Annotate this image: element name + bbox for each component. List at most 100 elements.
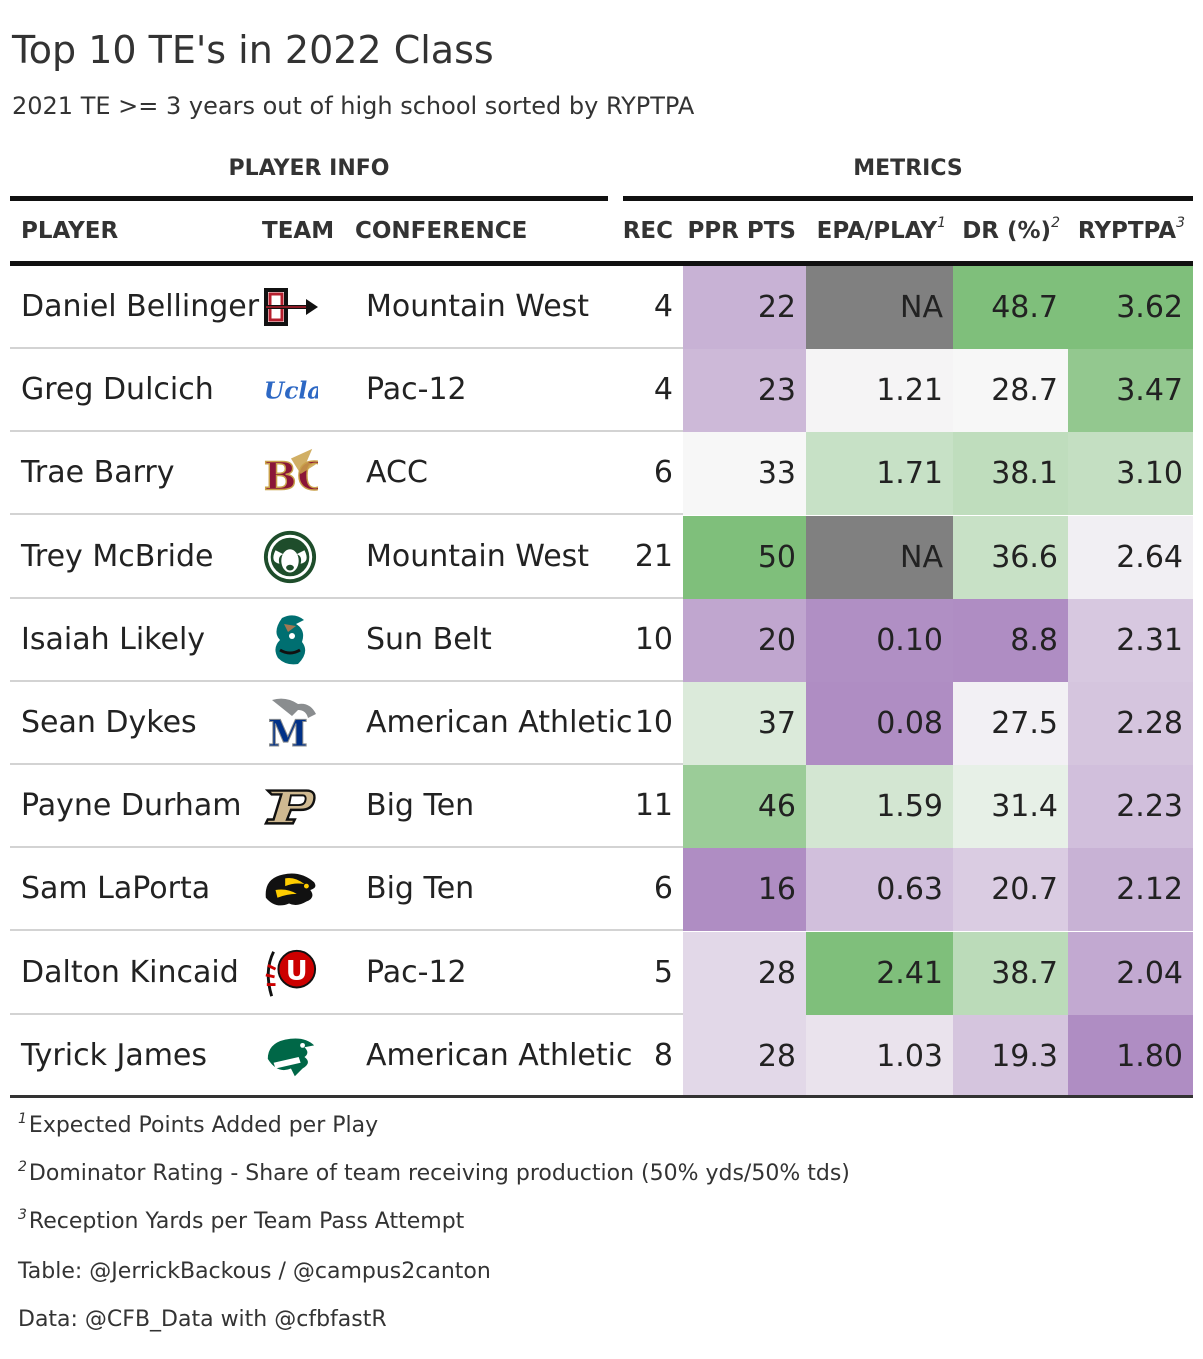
spanner-metrics: METRICS bbox=[853, 156, 963, 181]
san-diego-state-logo-icon bbox=[262, 280, 318, 334]
table-subtitle: 2021 TE >= 3 years out of high school so… bbox=[12, 92, 695, 120]
colorado-state-logo-icon bbox=[262, 530, 318, 584]
col-header-conference: CONFERENCE bbox=[355, 218, 528, 244]
cell-epa: 0.10 bbox=[806, 598, 953, 682]
cell-ppr: 37 bbox=[683, 682, 806, 765]
cell-dr: 27.5 bbox=[953, 682, 1068, 765]
cell-conference: Pac-12 bbox=[366, 954, 467, 990]
cell-ryptpa: 2.12 bbox=[1068, 848, 1193, 932]
cell-ppr: 46 bbox=[683, 765, 806, 849]
cell-dr: 8.8 bbox=[953, 598, 1068, 682]
cell-conference: Big Ten bbox=[366, 788, 475, 824]
row-divider bbox=[10, 596, 683, 599]
cell-ppr: 20 bbox=[683, 598, 806, 682]
col-header-rec: REC bbox=[612, 218, 673, 244]
cell-dr: 38.1 bbox=[953, 432, 1068, 516]
iowa-logo-icon bbox=[262, 862, 318, 916]
cell-conference: American Athletic bbox=[366, 1037, 633, 1073]
cell-rec: 4 bbox=[653, 372, 673, 408]
cell-epa: 0.63 bbox=[806, 848, 953, 932]
cell-ryptpa: 2.23 bbox=[1068, 765, 1193, 849]
cell-player: Trey McBride bbox=[21, 538, 214, 574]
spanner-metrics-line bbox=[623, 196, 1193, 201]
footnote-3-mark: 3 bbox=[18, 1207, 27, 1223]
table-row: Sam LaPorta Big Ten 6 16 0.63 20.7 2.12 bbox=[10, 848, 1193, 932]
cell-ryptpa: 2.28 bbox=[1068, 682, 1193, 765]
cell-ppr: 33 bbox=[683, 432, 806, 516]
cell-player: Isaiah Likely bbox=[21, 621, 206, 657]
col-header-dr-mark: 2 bbox=[1051, 215, 1060, 231]
cell-ryptpa: 3.47 bbox=[1068, 349, 1193, 433]
footnote-2-mark: 2 bbox=[18, 1159, 27, 1175]
cell-dr: 31.4 bbox=[953, 765, 1068, 849]
table-row: Payne Durham Big Ten 11 46 1.59 31.4 2.23 bbox=[10, 765, 1193, 849]
ucla-logo-icon: Ucla bbox=[262, 363, 318, 417]
row-divider bbox=[10, 846, 683, 849]
row-divider bbox=[10, 347, 683, 349]
cell-epa: 1.03 bbox=[806, 1014, 953, 1098]
table-row: Isaiah Likely Sun Belt 10 20 0.10 8.8 2.31 bbox=[10, 598, 1193, 682]
svg-text:Ucla: Ucla bbox=[264, 377, 318, 405]
cell-ryptpa: 2.31 bbox=[1068, 598, 1193, 682]
cell-rec: 21 bbox=[634, 538, 673, 574]
footnote-3-text: Reception Yards per Team Pass Attempt bbox=[28, 1209, 465, 1234]
coastal-carolina-logo-icon bbox=[262, 613, 318, 667]
footnote-1-text: Expected Points Added per Play bbox=[28, 1113, 379, 1138]
cell-ryptpa: 2.64 bbox=[1068, 515, 1193, 599]
header-rule bbox=[10, 261, 1193, 266]
cell-player: Tyrick James bbox=[21, 1037, 208, 1073]
col-header-dr: DR (%)2 bbox=[943, 215, 1060, 244]
credit-data: Data: @CFB_Data with @cfbfastR bbox=[18, 1307, 387, 1332]
col-header-epa: EPA/PLAY1 bbox=[796, 215, 946, 244]
cell-player: Daniel Bellinger bbox=[21, 289, 260, 324]
footnote-2: 2Dominator Rating - Share of team receiv… bbox=[18, 1159, 850, 1186]
spanner-player-info: PLAYER INFO bbox=[228, 156, 390, 181]
footnote-2-text: Dominator Rating - Share of team receivi… bbox=[28, 1161, 850, 1186]
cell-epa: 1.71 bbox=[806, 432, 953, 516]
table-row: Greg Dulcich Ucla Pac-12 4 23 1.21 28.7 3.47 bbox=[10, 349, 1193, 433]
cell-dr: 28.7 bbox=[953, 349, 1068, 433]
col-header-player: PLAYER bbox=[21, 218, 119, 244]
col-header-ppr: PPR PTS bbox=[673, 218, 796, 244]
cell-player: Payne Durham bbox=[21, 788, 242, 824]
table-row: Daniel Bellinger Mountain West 4 22 NA 48.7 3.… bbox=[10, 266, 1193, 349]
row-divider bbox=[10, 513, 683, 516]
cell-conference: Pac-12 bbox=[366, 372, 467, 408]
col-header-ppr-label: PPR PTS bbox=[687, 218, 796, 244]
cell-ppr: 28 bbox=[683, 931, 806, 1015]
cell-player: Trae Barry bbox=[21, 455, 175, 491]
cell-ppr: 28 bbox=[683, 1014, 806, 1098]
table-row: Tyrick James American Athletic 8 28 1.03 19.3… bbox=[10, 1014, 1193, 1098]
row-divider bbox=[10, 430, 683, 433]
cell-rec: 8 bbox=[653, 1037, 673, 1073]
cell-rec: 10 bbox=[634, 705, 673, 740]
boston-college-logo-icon: BC bbox=[262, 446, 318, 500]
col-header-ryptpa-mark: 3 bbox=[1176, 215, 1185, 231]
cell-rec: 6 bbox=[653, 871, 673, 907]
cell-epa: NA bbox=[806, 266, 953, 349]
cell-ryptpa: 2.04 bbox=[1068, 931, 1193, 1015]
cell-dr: 19.3 bbox=[953, 1014, 1068, 1098]
cell-dr: 20.7 bbox=[953, 848, 1068, 932]
col-header-team: TEAM bbox=[262, 218, 335, 244]
cell-rec: 11 bbox=[634, 788, 673, 824]
svg-text:M: M bbox=[268, 713, 308, 750]
cell-ppr: 50 bbox=[683, 515, 806, 599]
cell-ppr: 22 bbox=[683, 266, 806, 349]
col-header-ryptpa: RYPTPA3 bbox=[1058, 215, 1185, 244]
table-row: Dalton Kincaid U Pac-12 5 28 2.41 38.7 2.04 bbox=[10, 931, 1193, 1015]
col-header-dr-label: DR (%) bbox=[962, 218, 1052, 244]
cell-rec: 4 bbox=[653, 289, 673, 324]
utah-logo-icon: U bbox=[262, 946, 318, 1000]
spanner-player-info-line bbox=[10, 196, 608, 201]
cell-player: Dalton Kincaid bbox=[21, 954, 239, 990]
col-header-epa-label: EPA/PLAY bbox=[816, 218, 938, 244]
cell-player: Sean Dykes bbox=[21, 705, 197, 740]
purdue-logo-icon bbox=[262, 779, 318, 833]
cell-epa: 1.21 bbox=[806, 349, 953, 433]
cell-rec: 10 bbox=[634, 621, 673, 657]
cell-dr: 36.6 bbox=[953, 515, 1068, 599]
cell-epa: 1.59 bbox=[806, 765, 953, 849]
credit-table: Table: @JerrickBackous / @campus2canton bbox=[18, 1259, 491, 1284]
cell-epa: 2.41 bbox=[806, 931, 953, 1015]
